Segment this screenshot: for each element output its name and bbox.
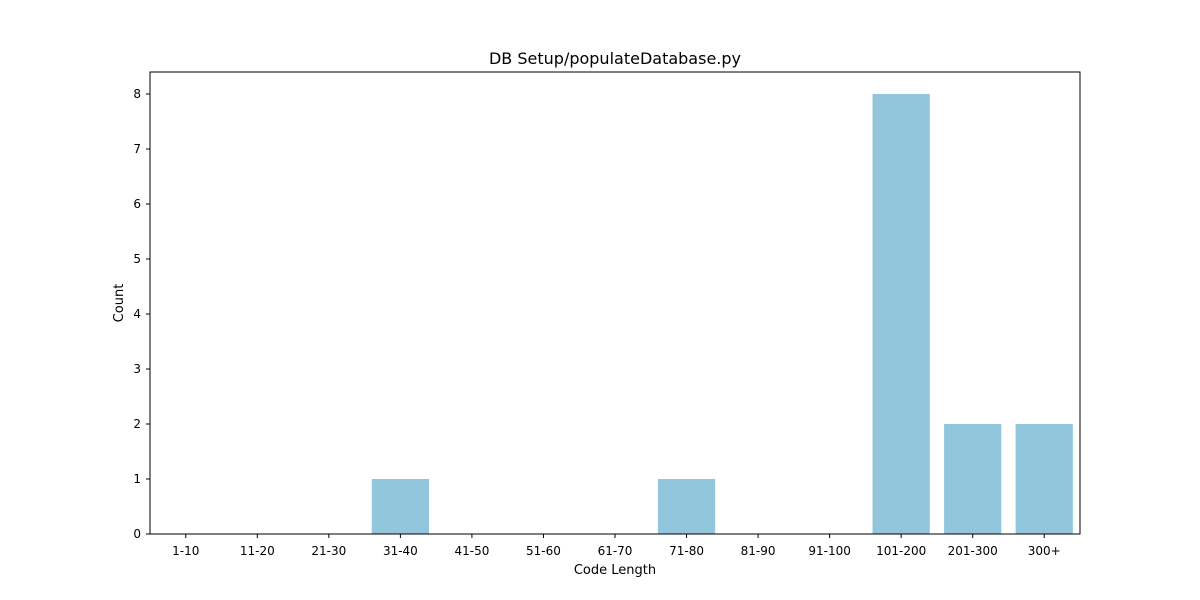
y-tick-label: 1 <box>133 472 141 486</box>
x-tick-label: 31-40 <box>383 544 418 558</box>
y-tick-label: 5 <box>133 252 141 266</box>
x-tick-label: 41-50 <box>454 544 489 558</box>
y-tick-label: 3 <box>133 362 141 376</box>
y-tick-label: 6 <box>133 197 141 211</box>
bar-101-200 <box>872 94 930 534</box>
x-tick-label: 71-80 <box>669 544 704 558</box>
plot-area-frame <box>149 71 1081 535</box>
y-tick-label: 8 <box>133 87 141 101</box>
y-tick-label: 4 <box>133 307 141 321</box>
y-tick-label: 2 <box>133 417 141 431</box>
x-tick-label: 201-300 <box>948 544 998 558</box>
y-tick-label: 7 <box>133 142 141 156</box>
x-tick-label: 51-60 <box>526 544 561 558</box>
bars-group <box>371 94 1073 534</box>
x-tick-label: 1-10 <box>172 544 199 558</box>
bar-201-300 <box>944 424 1002 534</box>
x-axis: 1-10 11-20 21-30 31-40 41-50 51-60 61-70 71-80 8… <box>172 534 1061 558</box>
bar-71-80 <box>657 479 716 534</box>
x-tick-label: 11-20 <box>240 544 275 558</box>
bar-300+ <box>1015 424 1073 534</box>
x-tick-label: 101-200 <box>876 544 926 558</box>
y-axis-label: Count <box>112 284 127 323</box>
chart-title: DB Setup/populateDatabase.py <box>489 49 741 68</box>
x-axis-label: Code Length <box>574 563 656 578</box>
y-tick-label: 0 <box>133 527 141 541</box>
x-tick-label: 61-70 <box>598 544 633 558</box>
bar-31-40 <box>371 479 429 534</box>
x-tick-label: 81-90 <box>741 544 776 558</box>
x-tick-label: 21-30 <box>311 544 346 558</box>
x-tick-label: 300+ <box>1028 544 1061 558</box>
x-tick-label: 91-100 <box>808 544 851 558</box>
y-axis: 0 1 2 3 4 5 6 7 8 <box>133 87 150 541</box>
